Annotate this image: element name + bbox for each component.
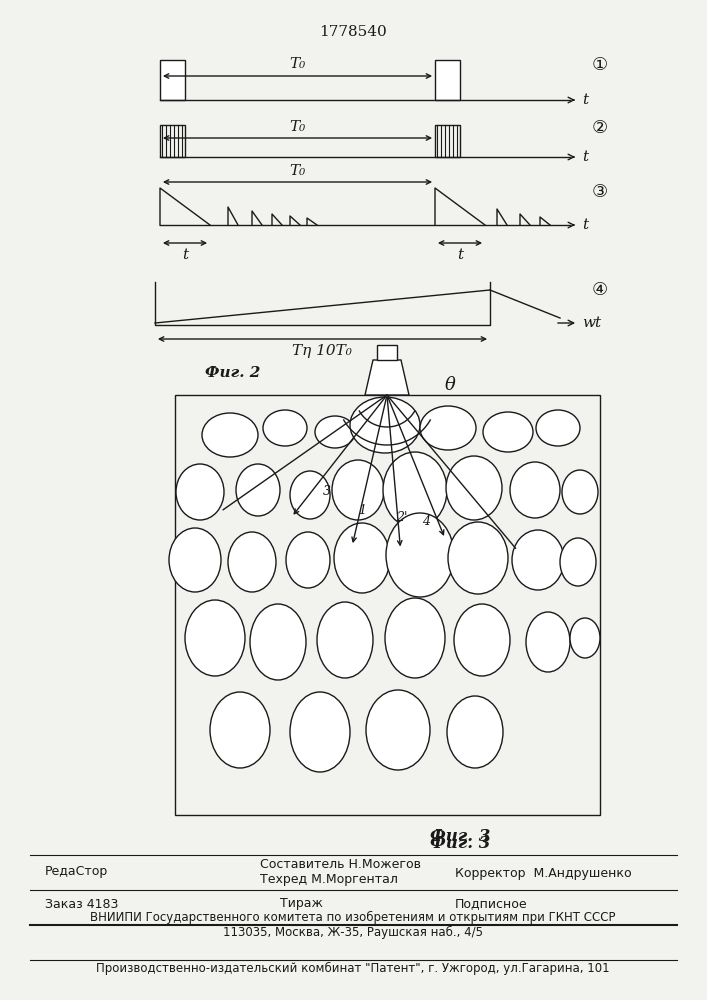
- Ellipse shape: [366, 690, 430, 770]
- Ellipse shape: [315, 416, 355, 448]
- Text: Tη 10T₀: Tη 10T₀: [292, 344, 352, 358]
- Ellipse shape: [228, 532, 276, 592]
- Ellipse shape: [176, 464, 224, 520]
- Bar: [160, 125, 185, 157]
- Text: Составитель Н.Можегов: Составитель Н.Можегов: [260, 858, 421, 871]
- Text: θ: θ: [445, 376, 456, 394]
- Text: wt: wt: [582, 316, 601, 330]
- Text: T₀: T₀: [289, 57, 305, 71]
- Text: Производственно-издательский комбинат "Патент", г. Ужгород, ул.Гагарина, 101: Производственно-издательский комбинат "П…: [96, 961, 610, 975]
- Text: t: t: [457, 248, 463, 262]
- Text: Подписное: Подписное: [455, 898, 527, 910]
- Text: Фиг. 2: Фиг. 2: [205, 366, 260, 380]
- Text: Техред М.Моргентал: Техред М.Моргентал: [260, 874, 398, 886]
- Text: t: t: [182, 248, 188, 262]
- Ellipse shape: [317, 602, 373, 678]
- Text: Фиг. 3: Фиг. 3: [430, 828, 490, 845]
- Bar: [377, 345, 397, 360]
- Ellipse shape: [562, 470, 598, 514]
- Ellipse shape: [290, 471, 330, 519]
- Ellipse shape: [286, 532, 330, 588]
- Text: РедаCтор: РедаCтор: [45, 865, 108, 879]
- Ellipse shape: [332, 460, 384, 520]
- Text: Тираж: Тираж: [280, 898, 323, 910]
- Ellipse shape: [169, 528, 221, 592]
- Text: t: t: [582, 93, 588, 107]
- Ellipse shape: [448, 522, 508, 594]
- Text: Корректор  М.Андрушенко: Корректор М.Андрушенко: [455, 866, 631, 880]
- Ellipse shape: [560, 538, 596, 586]
- Ellipse shape: [446, 456, 502, 520]
- Ellipse shape: [236, 464, 280, 516]
- Ellipse shape: [454, 604, 510, 676]
- Text: ③: ③: [592, 183, 608, 201]
- Bar: [175, 395, 600, 815]
- Ellipse shape: [290, 692, 350, 772]
- Ellipse shape: [447, 696, 503, 768]
- Ellipse shape: [483, 412, 533, 452]
- Text: 1778540: 1778540: [319, 25, 387, 39]
- Text: 1: 1: [358, 504, 366, 517]
- Text: 4: 4: [422, 515, 430, 528]
- Polygon shape: [365, 360, 409, 395]
- Ellipse shape: [570, 618, 600, 658]
- Ellipse shape: [383, 452, 447, 528]
- Ellipse shape: [202, 413, 258, 457]
- Ellipse shape: [334, 523, 390, 593]
- Text: T₀: T₀: [289, 120, 305, 134]
- Ellipse shape: [420, 406, 476, 450]
- Text: Заказ 4183: Заказ 4183: [45, 898, 118, 910]
- Ellipse shape: [512, 530, 564, 590]
- Ellipse shape: [526, 612, 570, 672]
- Text: ②: ②: [592, 119, 608, 137]
- Ellipse shape: [185, 600, 245, 676]
- Text: Фиг. 3: Фиг. 3: [430, 835, 490, 852]
- Text: ВНИИПИ Государственного комитета по изобретениям и открытиям при ГКНТ СССР: ВНИИПИ Государственного комитета по изоб…: [90, 910, 616, 924]
- Bar: [435, 125, 460, 157]
- Text: 113035, Москва, Ж-35, Раушская наб., 4/5: 113035, Москва, Ж-35, Раушская наб., 4/5: [223, 925, 483, 939]
- Text: T₀: T₀: [289, 164, 305, 178]
- Ellipse shape: [210, 692, 270, 768]
- Text: ①: ①: [592, 56, 608, 74]
- Text: 2': 2': [396, 511, 407, 524]
- Text: t: t: [582, 150, 588, 164]
- Ellipse shape: [510, 462, 560, 518]
- Ellipse shape: [263, 410, 307, 446]
- Text: ④: ④: [592, 281, 608, 299]
- Text: t: t: [582, 218, 588, 232]
- Ellipse shape: [350, 397, 420, 453]
- Ellipse shape: [536, 410, 580, 446]
- Bar: [160, 60, 185, 100]
- Ellipse shape: [386, 513, 454, 597]
- Ellipse shape: [250, 604, 306, 680]
- Text: 3: 3: [323, 485, 332, 498]
- Bar: [435, 60, 460, 100]
- Ellipse shape: [385, 598, 445, 678]
